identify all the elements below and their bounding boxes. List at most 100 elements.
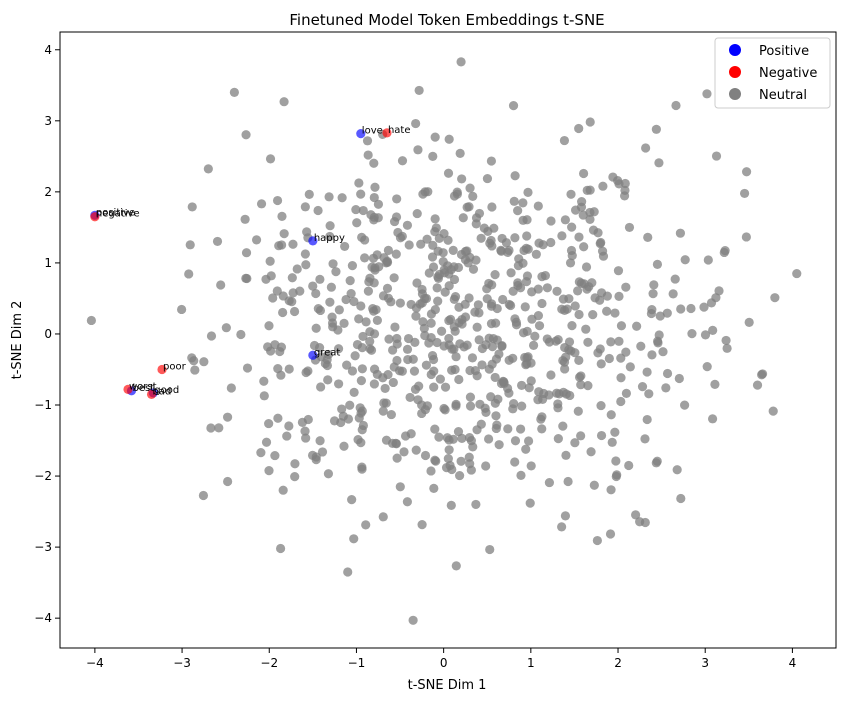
neutral-point <box>513 205 523 216</box>
neutral-point <box>583 337 593 347</box>
neutral-point <box>652 259 663 269</box>
neutral-point <box>465 401 476 411</box>
neutral-point <box>506 300 516 311</box>
neutral-point <box>436 326 447 336</box>
neutral-point <box>482 284 492 294</box>
neutral-point <box>588 310 598 320</box>
neutral-point <box>676 493 686 504</box>
neutral-point <box>302 227 312 237</box>
neutral-point <box>428 240 438 250</box>
neutral-point <box>361 317 371 327</box>
neutral-point <box>592 535 602 546</box>
neutral-point <box>360 253 370 263</box>
neutral-point <box>680 255 690 265</box>
neutral-point <box>616 373 626 383</box>
neutral-point <box>341 294 351 305</box>
neutral-point <box>222 412 233 422</box>
neutral-point <box>327 312 337 322</box>
neutral-point <box>328 259 338 269</box>
neutral-point <box>265 256 275 266</box>
neutral-point <box>317 447 328 457</box>
neutral-point <box>481 461 491 471</box>
neutral-point <box>443 235 453 245</box>
neutral-point <box>522 271 533 281</box>
neutral-point <box>300 202 310 212</box>
neutral-point <box>636 341 646 351</box>
neutral-point <box>203 164 213 174</box>
neutral-point <box>356 301 366 311</box>
neutral-point <box>596 430 607 441</box>
neutral-point <box>434 432 444 442</box>
neutral-point <box>631 510 641 520</box>
neutral-point <box>328 322 338 332</box>
x-axis: −4 −3 −2 −1 0 1 2 3 4 <box>86 648 796 670</box>
neutral-point <box>411 445 421 455</box>
neutral-point <box>384 334 394 344</box>
neutral-point <box>264 321 274 331</box>
neutral-point <box>586 447 596 457</box>
neutral-point <box>721 335 731 346</box>
neutral-point <box>524 383 534 393</box>
neutral-point <box>640 434 650 444</box>
neutral-point <box>546 370 556 380</box>
neutral-point <box>454 374 464 385</box>
neutral-point <box>369 192 379 203</box>
neutral-point <box>315 436 325 446</box>
neutral-point <box>433 246 443 256</box>
neutral-point <box>537 424 547 434</box>
neutral-point <box>338 411 348 421</box>
neutral-point <box>573 406 583 416</box>
neutral-point <box>409 366 420 376</box>
neutral-point <box>522 215 532 225</box>
y-tick-label: −4 <box>34 611 52 625</box>
word-label: good <box>154 385 179 396</box>
neutral-point <box>560 364 570 374</box>
neutral-point <box>662 368 673 379</box>
neutral-point <box>241 130 251 140</box>
neutral-point <box>644 389 654 399</box>
neutral-point <box>516 424 526 434</box>
neutral-point <box>522 231 532 241</box>
positive-point <box>308 350 318 360</box>
neutral-point <box>429 483 439 494</box>
neutral-point <box>453 427 464 437</box>
neutral-point <box>311 452 321 462</box>
neutral-point <box>323 469 334 479</box>
neutral-point <box>560 511 571 521</box>
neutral-point <box>345 275 355 286</box>
neutral-point <box>430 424 440 434</box>
y-tick-label: 2 <box>44 185 52 199</box>
neutral-point <box>606 485 616 495</box>
neutral-point <box>596 400 606 411</box>
neutral-point <box>484 364 494 374</box>
neutral-point <box>490 270 500 280</box>
neutral-point <box>300 249 310 259</box>
neutral-point <box>223 476 233 487</box>
neutral-point <box>369 379 379 389</box>
neutral-point <box>443 454 453 464</box>
neutral-point <box>533 395 543 405</box>
neutral-point <box>311 288 321 299</box>
neutral-point <box>557 231 567 241</box>
neutral-point <box>216 280 226 290</box>
neutral-point <box>363 286 374 296</box>
neutral-point <box>185 240 195 250</box>
neutral-point <box>334 305 344 315</box>
neutral-point <box>567 321 577 331</box>
neutral-point <box>364 277 374 287</box>
neutral-point <box>445 314 456 325</box>
neutral-point <box>477 343 487 354</box>
neutral-point <box>439 229 449 239</box>
neutral-point <box>602 306 612 316</box>
neutral-point <box>214 423 224 433</box>
neutral-point <box>416 239 426 249</box>
neutral-point <box>356 376 366 386</box>
neutral-point <box>508 101 519 111</box>
neutral-point <box>470 307 480 317</box>
legend-positive-marker <box>729 44 741 56</box>
neutral-point <box>199 357 209 367</box>
neutral-point <box>206 331 217 341</box>
neutral-point <box>707 414 718 424</box>
neutral-point <box>289 306 300 317</box>
neutral-point <box>702 89 712 99</box>
